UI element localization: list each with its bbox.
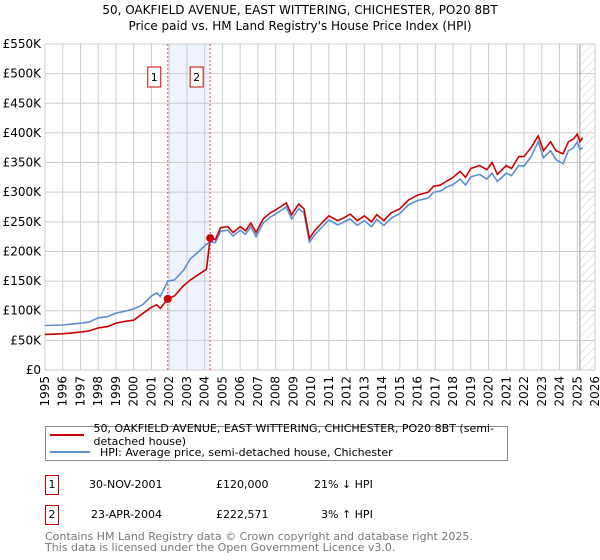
x-tick-label: 2004 (198, 376, 212, 407)
y-tick-label: £0 (26, 363, 41, 377)
property-series-line (44, 132, 584, 336)
x-tick-label: 2010 (304, 376, 318, 407)
legend-label: HPI: Average price, semi-detached house,… (100, 445, 393, 459)
footer-licence: This data is licensed under the Open Gov… (45, 541, 396, 554)
x-tick-label: 2013 (357, 376, 371, 407)
x-tick-label: 2025 (570, 376, 584, 407)
x-tick-label: 2016 (411, 376, 425, 407)
transaction-row: 1 30-NOV-2001 £120,000 21% ↓ HPI (45, 475, 445, 497)
y-tick-label: £50K (10, 333, 42, 347)
x-tick-label: 2008 (269, 376, 283, 407)
x-tick-label: 2011 (322, 376, 336, 407)
transaction-price: £120,000 (216, 478, 269, 491)
x-tick-label: 1995 (38, 376, 52, 407)
transaction-hpi: 3% ↑ HPI (321, 508, 373, 521)
x-tick-label: 2015 (393, 376, 407, 407)
price-chart: 50, OAKFIELD AVENUE, EAST WITTERING, CHI… (3, 3, 600, 407)
x-tick-label: 2018 (446, 376, 460, 407)
x-tick-label: 2003 (180, 376, 194, 407)
x-tick-label: 2009 (286, 376, 300, 407)
transaction-row: 2 23-APR-2004 £222,571 3% ↑ HPI (45, 505, 445, 527)
transaction-badge: 2 (45, 505, 59, 525)
transaction-hpi: 21% ↓ HPI (314, 478, 373, 491)
x-tick-label: 2026 (588, 376, 600, 407)
x-tick-label: 1998 (91, 376, 105, 407)
chart-subtitle: Price paid vs. HM Land Registry's House … (128, 19, 471, 33)
x-tick-label: 2019 (464, 376, 478, 407)
y-tick-label: £200K (3, 244, 43, 258)
x-tick-label: 2021 (499, 376, 513, 407)
x-tick-label: 2001 (144, 376, 158, 407)
footer: Contains HM Land Registry data © Crown c… (45, 531, 473, 553)
sale-label-box (147, 66, 162, 88)
sale-label: 2 (193, 71, 200, 84)
x-tick-label: 2006 (233, 376, 247, 407)
y-tick-label: £350K (3, 156, 43, 170)
transaction-badge: 1 (45, 475, 59, 495)
x-tick-label: 2024 (553, 376, 567, 407)
x-tick-label: 2002 (162, 376, 176, 407)
x-tick-label: 2012 (340, 376, 354, 407)
y-tick-label: £450K (3, 96, 43, 110)
x-tick-label: 2023 (535, 376, 549, 407)
legend: 50, OAKFIELD AVENUE, EAST WITTERING, CHI… (45, 422, 508, 461)
forecast-hatch (579, 44, 595, 370)
y-tick-label: £500K (3, 67, 43, 81)
x-tick-label: 2007 (251, 376, 265, 407)
x-tick-label: 2000 (127, 376, 141, 407)
x-tick-label: 2022 (517, 376, 531, 407)
y-tick-label: £100K (3, 304, 43, 318)
transaction-date: 23-APR-2004 (91, 508, 163, 521)
sale-label-box (189, 66, 204, 88)
hpi-series-line (44, 139, 584, 327)
x-tick-label: 1999 (109, 376, 123, 407)
x-tick-label: 1996 (56, 376, 70, 407)
legend-swatch-blue (50, 451, 90, 453)
y-tick-label: £150K (3, 274, 43, 288)
sale-point (163, 294, 172, 303)
legend-label: 50, OAKFIELD AVENUE, EAST WITTERING, CHI… (93, 422, 494, 448)
x-tick-label: 2020 (482, 376, 496, 407)
legend-swatch-red (50, 434, 84, 436)
x-tick-label: 2005 (215, 376, 229, 407)
transaction-price: £222,571 (216, 508, 269, 521)
sale-label: 1 (151, 71, 158, 84)
transaction-date: 30-NOV-2001 (89, 478, 163, 491)
chart-title: 50, OAKFIELD AVENUE, EAST WITTERING, CHI… (102, 3, 498, 17)
x-tick-label: 2014 (375, 376, 389, 407)
footer-copyright: Contains HM Land Registry data © Crown c… (45, 530, 473, 543)
y-tick-label: £400K (3, 126, 43, 140)
sale-point (206, 234, 215, 243)
highlight-band (167, 44, 211, 370)
legend-item-property: 50, OAKFIELD AVENUE, EAST WITTERING, CHI… (50, 422, 507, 448)
y-tick-label: £300K (3, 185, 43, 199)
legend-item-hpi: HPI: Average price, semi-detached house,… (50, 444, 393, 460)
x-tick-label: 1997 (73, 376, 87, 407)
y-tick-label: £550K (3, 37, 43, 51)
x-tick-label: 2017 (428, 376, 442, 407)
y-tick-label: £250K (3, 215, 43, 229)
